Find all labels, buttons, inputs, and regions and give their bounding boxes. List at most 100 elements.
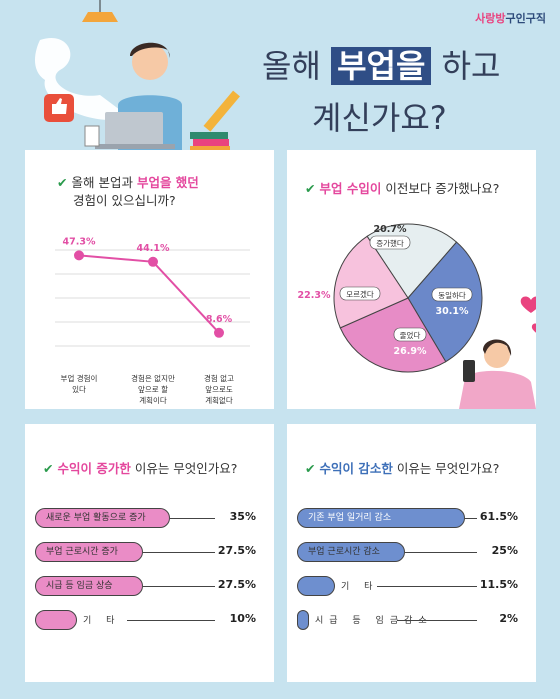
leader-line <box>397 620 477 621</box>
slice-tag <box>393 327 427 342</box>
q1-line2: 경험이 있으십니까? <box>73 193 176 208</box>
data-label: 8.6% <box>206 314 233 325</box>
bar-value-label: 35% <box>229 510 256 523</box>
slice-value: 20.7% <box>374 224 407 235</box>
check-icon: ✔ <box>305 461 316 476</box>
question-1: ✔ 올해 본업과 부업을 했던 경험이 있으십니까? <box>57 174 199 210</box>
check-icon: ✔ <box>57 175 68 190</box>
slice-value: 22.3% <box>298 290 331 301</box>
q4-accent: 수익이 감소한 <box>319 461 393 476</box>
bar-category-label: 시급 등 임금감소 <box>315 616 433 626</box>
tick-label: 앞으로도 <box>205 385 233 394</box>
person-head <box>484 342 510 368</box>
bar-value-label: 27.5% <box>217 578 256 591</box>
leader-line <box>170 518 215 519</box>
bar-row: 시급 등 임금감소 2% <box>297 610 526 630</box>
slice-value: 26.9% <box>394 346 427 357</box>
headline-line2: 계신가요? <box>312 99 447 137</box>
slice-tag <box>369 235 411 250</box>
person-body <box>459 370 536 409</box>
data-point <box>74 250 84 261</box>
question-2: ✔ 부업 수입이 이전보다 증가했나요? <box>305 180 499 198</box>
brand-logo: 사랑방구인구직 <box>475 10 546 26</box>
bar-value-label: 27.5% <box>217 544 256 557</box>
bar-value-label: 2% <box>499 612 518 625</box>
check-icon: ✔ <box>43 461 54 476</box>
bar: 시급 등 임금 상승 <box>35 576 143 596</box>
bar-category-label: 기 타 <box>83 616 121 626</box>
series-line <box>78 254 220 334</box>
brand-part1: 사랑방 <box>475 12 506 25</box>
illustration <box>35 0 240 150</box>
panel-experience: ✔ 올해 본업과 부업을 했던 경험이 있으십니까? 47.3% 부업 경험이 있다 4… <box>25 150 274 409</box>
tick-label: 있다 <box>72 385 86 394</box>
tick-label: 부업 경험이 <box>61 373 98 383</box>
tick-label: 계획이다 <box>139 395 167 405</box>
leader-line <box>465 518 477 519</box>
headline-highlight: 부업을 <box>331 47 432 85</box>
bar-row: 기존 부업 일거리 감소 61.5% <box>297 508 526 528</box>
brand-part2: 구인구직 <box>505 12 546 25</box>
leader-line <box>377 586 477 587</box>
q4-post: 이유는 무엇인가요? <box>392 461 500 476</box>
slice-label: 동일하다 <box>438 290 466 300</box>
question-4: ✔ 수익이 감소한 이유는 무엇인가요? <box>305 460 499 478</box>
headline: 올해 부업을 하고 계신가요? <box>262 40 500 144</box>
bar-value-label: 10% <box>229 612 256 625</box>
heart-icon <box>520 296 536 313</box>
bar: 기존 부업 일거리 감소 <box>297 508 465 528</box>
tick-label: 앞으로 할 <box>138 385 168 394</box>
bar-value-label: 11.5% <box>479 578 518 591</box>
bar-row: 기 타 11.5% <box>297 576 526 596</box>
slice-tag <box>431 287 473 302</box>
q3-accent: 수익이 증가한 <box>57 461 131 476</box>
check-icon: ✔ <box>305 181 316 196</box>
data-label: 47.3% <box>63 236 96 247</box>
bar-row: 부업 근로시간 증가 27.5% <box>35 542 264 562</box>
bar-row: 시급 등 임금 상승 27.5% <box>35 576 264 596</box>
panel-decrease-reasons: ✔ 수익이 감소한 이유는 무엇인가요? 기존 부업 일거리 감소 61.5% 부업 … <box>287 424 536 682</box>
data-point <box>148 256 158 267</box>
tick-label: 경험 없고 <box>204 373 234 383</box>
bar <box>297 576 335 596</box>
bar <box>35 610 77 630</box>
headline-post: 하고 <box>431 47 501 85</box>
tick-label: 경험은 없지만 <box>131 373 175 383</box>
heart-icon <box>531 323 536 333</box>
q2-post: 이전보다 증가했나요? <box>381 181 500 196</box>
tick-label: 계획없다 <box>205 395 233 405</box>
q2-accent: 부업 수입이 <box>319 181 382 196</box>
bar: 부업 근로시간 증가 <box>35 542 143 562</box>
person-hair <box>483 339 512 356</box>
bar-category-label: 기 타 <box>341 582 379 592</box>
leader-line <box>405 552 477 553</box>
pie-slice <box>407 241 483 363</box>
panel-increase-reasons: ✔ 수익이 증가한 이유는 무엇인가요? 새로운 부업 활동으로 증가 35% 부업 … <box>25 424 274 682</box>
leader-line <box>143 552 215 553</box>
slice-label: 줄었다 <box>400 331 421 340</box>
slice-label: 증가했다 <box>376 238 404 248</box>
bar-row: 기 타 10% <box>35 610 264 630</box>
q1-pre: 올해 본업과 <box>71 175 137 190</box>
q3-post: 이유는 무엇인가요? <box>130 461 238 476</box>
question-3: ✔ 수익이 증가한 이유는 무엇인가요? <box>43 460 237 478</box>
leader-line <box>143 586 215 587</box>
bar-value-label: 61.5% <box>479 510 518 523</box>
slice-value: 30.1% <box>436 306 469 317</box>
q1-accent: 부업을 했던 <box>136 175 199 190</box>
slice-tag <box>339 286 381 301</box>
leader-line <box>127 620 215 621</box>
bar-value-label: 25% <box>491 544 518 557</box>
data-point <box>214 327 224 338</box>
phone <box>463 360 475 382</box>
pie-slice <box>333 235 409 329</box>
bar-row: 새로운 부업 활동으로 증가 35% <box>35 508 264 528</box>
bar-row: 부업 근로시간 감소 25% <box>297 542 526 562</box>
slice-label: 모르겠다 <box>346 289 374 299</box>
bar <box>297 610 309 630</box>
headline-pre: 올해 <box>262 47 332 85</box>
bar: 부업 근로시간 감소 <box>297 542 405 562</box>
